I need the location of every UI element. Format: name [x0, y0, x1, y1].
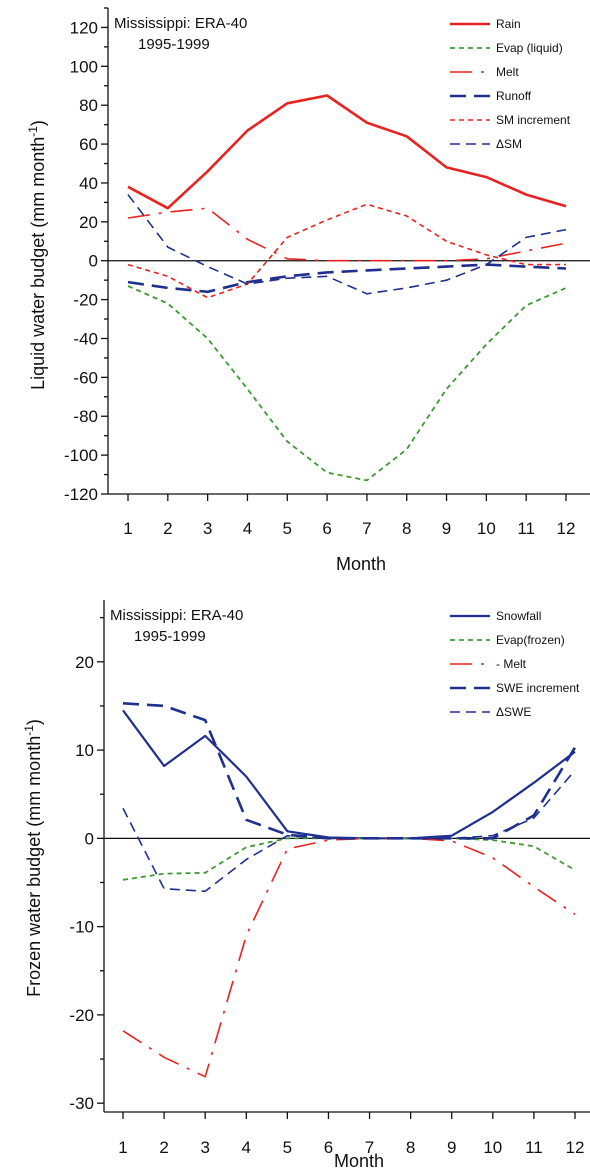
- y-axis-label-close: ): [28, 120, 48, 126]
- y-tick-label: 0: [89, 252, 98, 271]
- y-tick-label: -80: [73, 407, 98, 426]
- x-tick-label: 11: [525, 1138, 543, 1157]
- x-tick-label: 11: [517, 519, 535, 538]
- series-line-3: [127, 207, 567, 262]
- legend-label-3: Melt: [496, 65, 519, 79]
- y-tick-label: 80: [79, 96, 98, 115]
- chart-title: Mississippi: ERA-40: [114, 15, 247, 32]
- legend-label-4: Runoff: [496, 89, 532, 103]
- series-line-1: [122, 709, 576, 840]
- x-tick-label: 5: [283, 1138, 292, 1157]
- legend-label-5: ΔSWE: [496, 705, 531, 719]
- series-line-2: [127, 285, 567, 482]
- y-tick-label: 60: [79, 135, 98, 154]
- legend-label-4: SWE increment: [496, 681, 580, 695]
- chart-subtitle: 1995-1999: [138, 36, 210, 53]
- x-tick-label: 1: [118, 1138, 127, 1157]
- legend-label-2: Evap (liquid): [496, 41, 563, 55]
- y-tick-label: -100: [64, 446, 98, 465]
- y-axis-label-exponent: -1: [26, 126, 40, 137]
- y-axis-label-close: ): [24, 719, 44, 725]
- y-tick-label: -10: [69, 918, 94, 937]
- x-tick-label: 12: [566, 1138, 585, 1157]
- y-tick-label: -40: [73, 329, 98, 348]
- x-tick-label: 6: [322, 519, 331, 538]
- legend-label-1: Snowfall: [496, 609, 541, 623]
- series-line-5: [127, 203, 566, 299]
- legend-label-2: Evap(frozen): [496, 633, 565, 647]
- x-tick-label: 10: [483, 1138, 502, 1157]
- x-tick-label: 8: [402, 519, 411, 538]
- legend-label-1: Rain: [496, 17, 521, 31]
- chart-subtitle: 1995-1999: [134, 628, 206, 645]
- series-line-4: [122, 702, 577, 840]
- y-axis-label: Liquid water budget (mm month-1): [26, 120, 48, 390]
- x-tick-label: 4: [242, 1138, 251, 1157]
- series-line-4: [127, 263, 567, 294]
- x-tick-label: 8: [406, 1138, 415, 1157]
- series-line-6: [127, 194, 567, 295]
- x-axis-label: Month: [336, 554, 386, 574]
- x-tick-label: 4: [243, 519, 252, 538]
- x-tick-label: 3: [200, 1138, 209, 1157]
- y-tick-label: 0: [85, 829, 94, 848]
- y-tick-label: 10: [75, 741, 94, 760]
- x-tick-label: 9: [442, 519, 451, 538]
- y-tick-label: 100: [70, 57, 98, 76]
- x-tick-label: 7: [362, 519, 371, 538]
- legend-label-6: ΔSM: [496, 137, 522, 151]
- y-tick-label: 20: [79, 213, 98, 232]
- y-tick-label: 120: [70, 18, 98, 37]
- x-tick-label: 9: [447, 1138, 456, 1157]
- y-tick-label: -20: [73, 291, 98, 310]
- series-line-3: [122, 837, 576, 1078]
- series-line-1: [127, 94, 567, 210]
- x-axis-label: Month: [334, 1151, 384, 1169]
- y-tick-label: -30: [69, 1094, 94, 1113]
- x-tick-label: 10: [477, 519, 496, 538]
- x-tick-label: 3: [203, 519, 212, 538]
- x-tick-label: 2: [163, 519, 172, 538]
- y-axis-label-main: Liquid water budget (mm month: [28, 137, 48, 390]
- y-axis-label: Frozen water budget (mm month-1): [22, 719, 44, 997]
- y-tick-label: -60: [73, 368, 98, 387]
- x-tick-label: 7: [365, 1138, 374, 1157]
- series-line-2: [122, 837, 576, 881]
- x-tick-label: 12: [557, 519, 576, 538]
- y-tick-label: 40: [79, 174, 98, 193]
- y-axis-label-main: Frozen water budget (mm month: [24, 736, 44, 997]
- x-tick-label: 6: [324, 1138, 333, 1157]
- series-line-5: [122, 769, 576, 893]
- x-tick-label: 5: [283, 519, 292, 538]
- y-tick-label: -20: [69, 1006, 94, 1025]
- y-tick-label: -120: [64, 485, 98, 504]
- y-tick-label: 20: [75, 653, 94, 672]
- y-axis-label-exponent: -1: [22, 725, 36, 736]
- x-tick-label: 1: [123, 519, 132, 538]
- legend-label-5: SM increment: [496, 113, 571, 127]
- x-tick-label: 2: [159, 1138, 168, 1157]
- chart-title: Mississippi: ERA-40: [110, 607, 243, 624]
- legend-label-3: - Melt: [496, 657, 527, 671]
